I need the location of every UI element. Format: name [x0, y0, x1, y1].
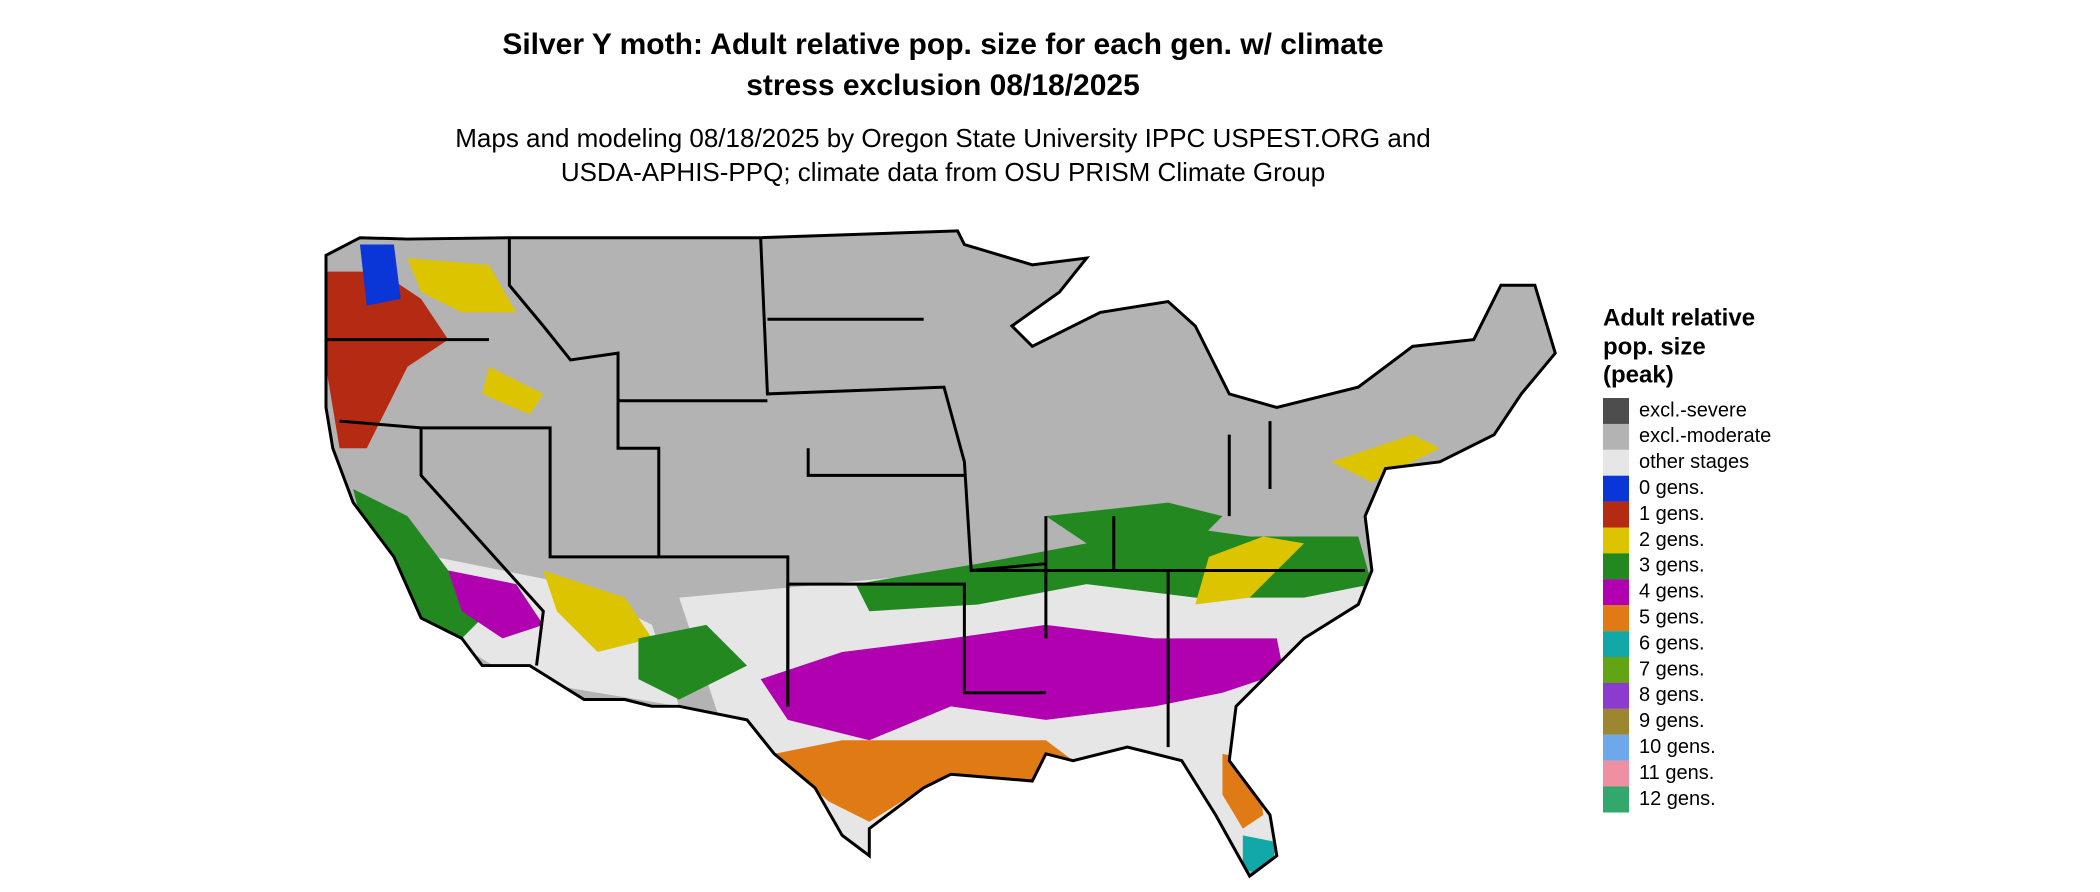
legend-label: 0 gens. — [1639, 477, 1705, 499]
legend-swatch — [1603, 605, 1629, 632]
subtitle: USDA-APHIS-PPQ; climate data from OSU PR… — [561, 157, 1325, 187]
legend-label: 9 gens. — [1639, 710, 1705, 732]
legend-swatch — [1603, 449, 1629, 476]
legend-swatch — [1603, 553, 1629, 580]
legend-title: (peak) — [1603, 361, 1674, 388]
legend-label: excl.-severe — [1639, 399, 1747, 421]
subtitle: Maps and modeling 08/18/2025 by Oregon S… — [455, 123, 1431, 153]
legend-swatch — [1603, 475, 1629, 502]
legend-label: 12 gens. — [1639, 788, 1716, 810]
state-borders — [324, 229, 1557, 878]
us-map — [324, 229, 1557, 878]
legend-swatch — [1603, 786, 1629, 813]
legend-label: 2 gens. — [1639, 529, 1705, 551]
legend-swatch — [1603, 423, 1629, 450]
legend-label: 11 gens. — [1639, 762, 1714, 784]
legend-swatch — [1603, 501, 1629, 528]
legend-label: excl.-moderate — [1639, 425, 1771, 447]
title: Silver Y moth: Adult relative pop. size … — [502, 28, 1383, 61]
legend-label: 6 gens. — [1639, 632, 1705, 654]
legend-title: pop. size — [1603, 333, 1706, 360]
legend: Adult relative pop. size (peak) excl.-se… — [1603, 304, 1771, 813]
legend-label: 4 gens. — [1639, 581, 1705, 603]
legend-swatch — [1603, 631, 1629, 658]
legend-swatch — [1603, 657, 1629, 683]
legend-swatch — [1603, 708, 1629, 735]
legend-label: other stages — [1639, 451, 1749, 473]
legend-label: 1 gens. — [1639, 503, 1705, 525]
legend-label: 3 gens. — [1639, 555, 1705, 577]
legend-label: 8 gens. — [1639, 684, 1705, 706]
legend-swatch — [1603, 579, 1629, 606]
legend-swatch — [1603, 760, 1629, 787]
legend-label: 10 gens. — [1639, 736, 1716, 758]
legend-label: 5 gens. — [1639, 606, 1705, 628]
legend-title: Adult relative — [1603, 304, 1755, 331]
legend-swatch — [1603, 398, 1629, 424]
legend-label: 7 gens. — [1639, 658, 1705, 680]
generation-areas — [325, 244, 1440, 877]
legend-swatch — [1603, 682, 1629, 709]
title: stress exclusion 08/18/2025 — [746, 69, 1140, 102]
legend-swatch — [1603, 734, 1629, 761]
legend-swatch — [1603, 527, 1629, 554]
